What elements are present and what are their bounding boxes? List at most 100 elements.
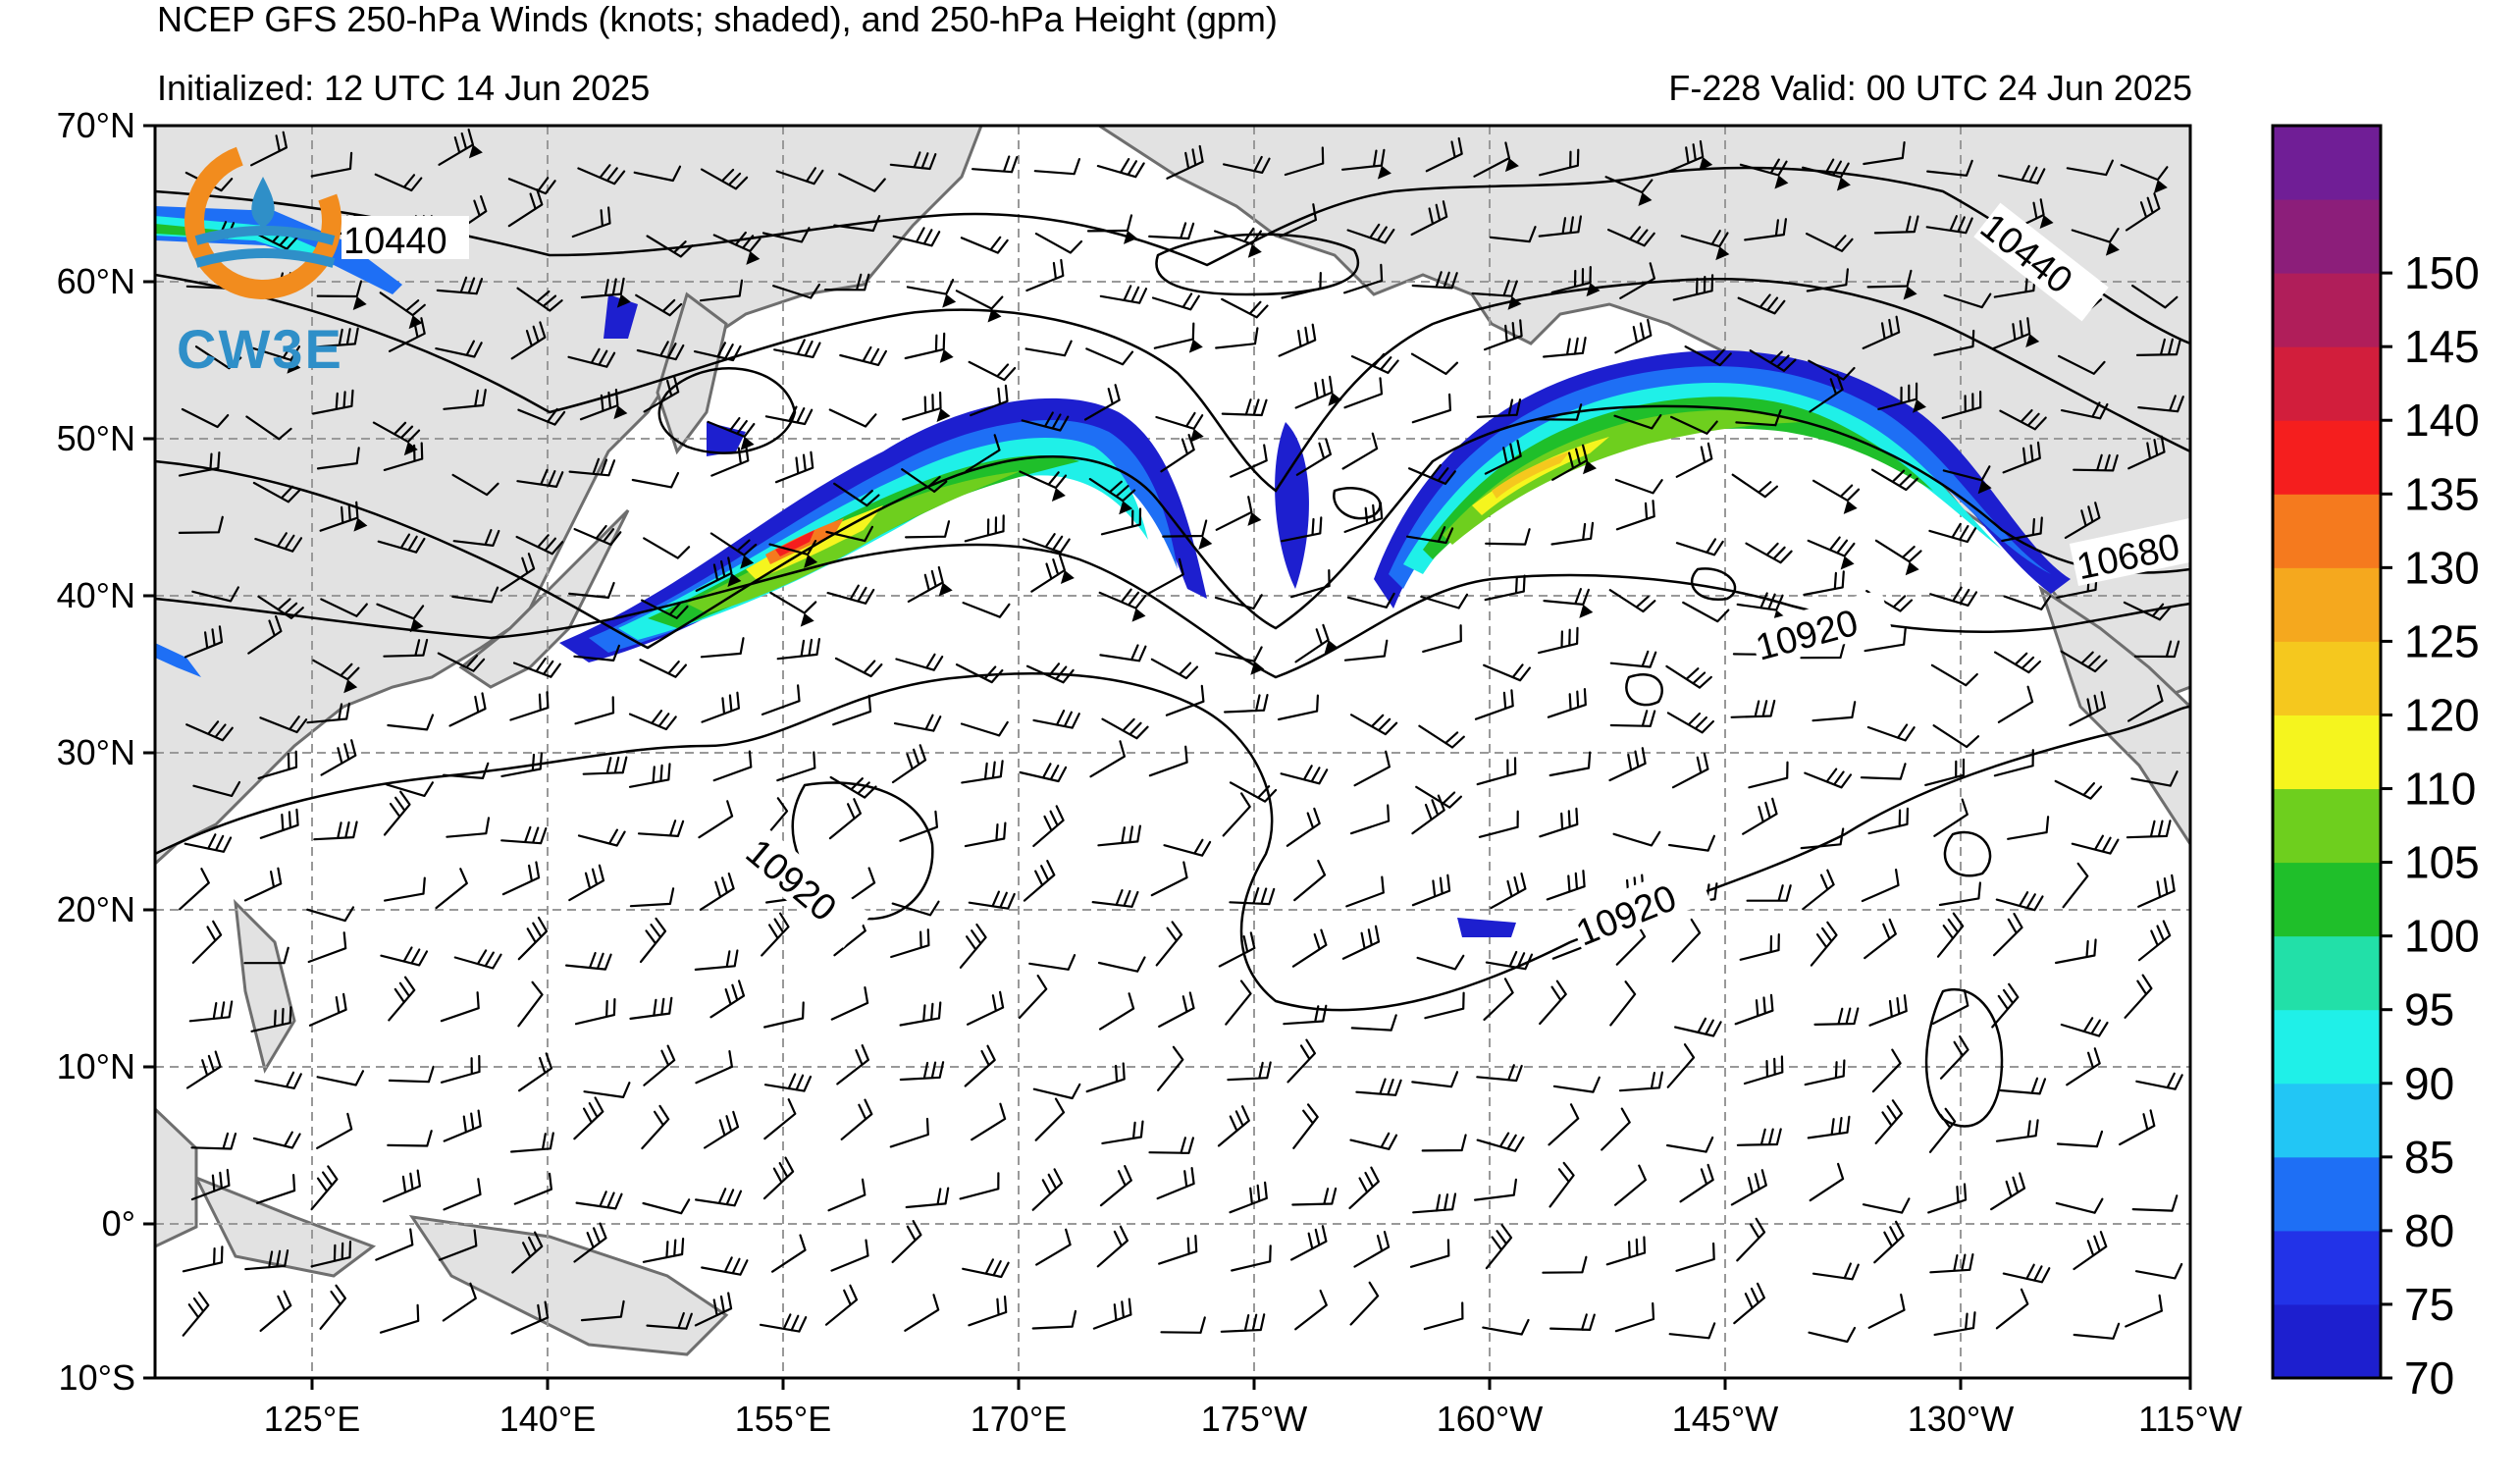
wind-barb: [182, 1245, 224, 1273]
wind-barb: [1411, 794, 1445, 835]
wind-barb: [510, 321, 547, 360]
wind-barb: [372, 421, 421, 444]
wind-barb: [643, 375, 680, 413]
wind-barb: [1341, 925, 1381, 960]
wind-barb: [573, 644, 620, 662]
wind-barb: [1538, 626, 1579, 655]
wind-barb: [1483, 978, 1514, 1021]
wind-barb: [1731, 473, 1778, 499]
wind-barb: [628, 710, 677, 731]
wind-barb: [2069, 691, 2107, 726]
wind-barb: [1341, 432, 1379, 470]
wind-barb: [1928, 1107, 1957, 1153]
wind-barb: [1666, 1043, 1696, 1088]
graticule: [155, 126, 2190, 1378]
colorbar-box: [2273, 126, 2381, 200]
wind-barb: [179, 868, 210, 911]
wind-barb: [1809, 373, 1844, 413]
wind-barb: [635, 293, 683, 317]
wind-barb: [1800, 827, 1845, 850]
wind-barb: [2137, 395, 2184, 413]
lon-label: 140°E: [499, 1399, 596, 1439]
wind-barb: [959, 1172, 1000, 1200]
lat-label: 40°N: [57, 575, 135, 615]
wind-barb: [1609, 980, 1637, 1027]
lat-label: 70°N: [57, 105, 135, 145]
wind-flag: [352, 296, 367, 310]
jet-streak-east: [1374, 350, 2071, 609]
wind-flag: [343, 679, 358, 694]
wind-barb: [1871, 1048, 1902, 1093]
wind-barb: [699, 873, 735, 911]
wind-barb: [451, 473, 499, 497]
wind-barb: [700, 637, 745, 659]
wind-barb: [712, 231, 761, 252]
colorbar-label: 95: [2404, 984, 2454, 1035]
wind-barb: [1608, 747, 1647, 782]
wind-barb: [1614, 318, 1653, 354]
wind-barb: [1549, 1161, 1575, 1208]
wind-barb: [629, 996, 673, 1020]
wind-barb: [2133, 640, 2180, 659]
wind-barb: [1744, 218, 1787, 241]
wind-barb: [310, 151, 353, 178]
wind-barb: [1739, 158, 1788, 177]
wind-barb: [643, 1044, 676, 1086]
wind-barb: [761, 912, 790, 957]
wind-barb: [1489, 226, 1537, 243]
longitude-labels: 125°E 140°E 155°E 170°E 175°W 160°W 145°…: [264, 1399, 2242, 1439]
wind-barb: [830, 986, 869, 1021]
wind-flag: [1250, 661, 1265, 675]
wind-barb: [320, 598, 368, 617]
wind-barb: [893, 714, 942, 732]
wind-barb: [510, 1300, 550, 1335]
wind-barb: [1099, 285, 1148, 304]
wind-barb: [2001, 516, 2043, 543]
colorbar-label: 135: [2404, 468, 2480, 519]
wind-barb: [1147, 557, 1184, 595]
wind-barb: [388, 1065, 435, 1084]
wind-barb: [2060, 1017, 2109, 1037]
wind-barb: [312, 659, 360, 681]
wind-barb: [2073, 1322, 2121, 1340]
wind-barb: [1409, 1239, 1450, 1268]
wind-barb: [840, 1098, 873, 1140]
wind-flag: [987, 308, 1002, 323]
wind-flag: [1328, 392, 1342, 406]
wind-barb: [907, 565, 944, 603]
wind-barb: [774, 450, 814, 484]
wind-barb: [191, 920, 223, 964]
wind-barb: [446, 817, 491, 838]
wind-barb: [1864, 918, 1897, 960]
wind-barb: [571, 206, 611, 238]
wind-barb: [695, 1188, 743, 1207]
wind-barb: [1230, 444, 1268, 478]
wind-flag: [1060, 570, 1075, 584]
wind-flag: [2039, 215, 2054, 229]
wind-flag: [727, 573, 742, 587]
wind-barb: [1743, 1055, 1784, 1086]
wind-barb: [1746, 884, 1792, 902]
wind-barb: [448, 692, 487, 727]
wind-barb: [1030, 554, 1066, 593]
wind-flag: [1840, 556, 1855, 570]
colorbar-box: [2273, 1303, 2381, 1379]
wind-barb: [709, 532, 758, 556]
wind-barb: [1279, 203, 1317, 238]
wind-barb: [1160, 434, 1195, 473]
wind-barb: [1736, 1217, 1766, 1262]
wind-barb: [712, 750, 753, 782]
wind-barb: [1933, 1311, 1976, 1336]
axis-ticks: [143, 124, 2192, 1390]
wind-barb: [1218, 931, 1256, 968]
wind-flag: [1583, 460, 1597, 475]
wind-barb: [252, 343, 301, 361]
wind-barb: [1547, 688, 1587, 718]
wind-barb: [511, 1231, 544, 1274]
colorbar-label: 125: [2404, 615, 2480, 666]
wind-barb: [1410, 200, 1448, 237]
wind-barb: [509, 691, 550, 721]
wind-barb: [968, 890, 1016, 910]
wind-flag: [403, 442, 418, 456]
wind-barb: [2119, 1109, 2156, 1146]
